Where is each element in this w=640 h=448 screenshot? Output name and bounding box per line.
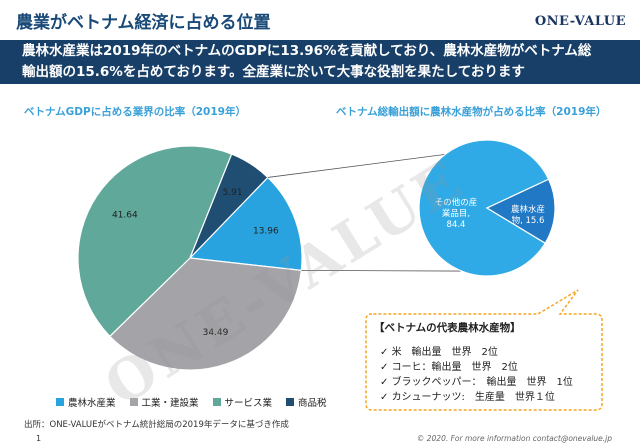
legend-swatch <box>56 398 64 406</box>
gdp-slice-industry <box>109 257 302 371</box>
gdp-slice-agri <box>188 176 303 272</box>
callout-item: ✓ 米 輸出量 世界 2位 <box>380 347 498 358</box>
legend-swatch <box>212 398 221 406</box>
connector-line-bottom <box>301 269 462 272</box>
export-data-label-other: その他の産業品目, 84.4 <box>435 197 478 230</box>
connector-line-top <box>267 154 446 178</box>
page-title: 農業がベトナム経済に占める位置 <box>16 13 271 33</box>
page-number: 1 <box>36 434 42 443</box>
gdp-slice-service <box>77 145 233 338</box>
legend-item-tax: 商品税 <box>286 395 327 409</box>
export-slice-other <box>418 139 550 277</box>
export-data-label-agri: 農林水産物, 15.6 <box>511 204 545 226</box>
banner-line-2: 輸出額の15.6%を占めております。全産業に於いて大事な役割を果たしております <box>22 64 525 80</box>
callout-item: ✓ ブラックペッパー： 輸出量 世界 1位 <box>380 377 573 388</box>
gdp-chart-legend: 農林水産業 工業・建設業 サービス業 商品税 <box>56 395 327 409</box>
export-slice-agri <box>485 178 556 245</box>
source-note: 出所：ONE-VALUEがベトナム統計総局の2019年データに基づき作成 <box>24 420 289 430</box>
copyright-text: © 2020. For more information contact@one… <box>416 434 612 443</box>
gdp-pie-chart: 13.96 34.49 41.64 5.91 <box>77 145 303 371</box>
export-chart-title: ベトナム総輸出額に農林水産物が占める比率（2019年） <box>336 106 607 118</box>
legend-item-service: サービス業 <box>212 395 272 409</box>
callout-title: 【ベトナムの代表農林水産物】 <box>374 322 521 334</box>
gdp-slice-tax <box>189 153 269 259</box>
callout-item: ✓ カシューナッツ: 生産量 世界１位 <box>380 392 555 403</box>
legend-swatch <box>286 398 295 406</box>
company-logo: ONE-VALUE <box>534 14 626 29</box>
callout-border <box>365 289 603 411</box>
export-pie-chart: その他の産業品目, 84.4 農林水産物, 15.6 <box>418 139 556 277</box>
gdp-data-label-industry: 34.49 <box>203 328 229 338</box>
gdp-chart-title: ベトナムGDPに占める業界の比率（2019年） <box>24 106 246 118</box>
gdp-data-label-service: 41.64 <box>112 210 138 220</box>
callout-bubble <box>365 289 603 411</box>
summary-banner: 農林水産業は2019年のベトナムのGDPに13.96%を貢献しており、農林水産物… <box>0 40 640 84</box>
banner-line-1: 農林水産業は2019年のベトナムのGDPに13.96%を貢献しており、農林水産物… <box>22 43 592 59</box>
gdp-data-label-agri: 13.96 <box>253 227 279 237</box>
explode-connector-lines <box>267 154 462 272</box>
legend-item-industry: 工業・建設業 <box>129 395 199 409</box>
legend-swatch <box>129 398 138 406</box>
legend-item-agri: 農林水産業 <box>56 395 116 409</box>
gdp-data-label-tax: 5.91 <box>223 188 243 198</box>
callout-item: ✓ コーヒ：輸出量 世界 2位 <box>380 362 518 373</box>
callout-list: ✓ 米 輸出量 世界 2位 ✓ コーヒ：輸出量 世界 2位 ✓ ブラックペッパー… <box>380 345 573 405</box>
